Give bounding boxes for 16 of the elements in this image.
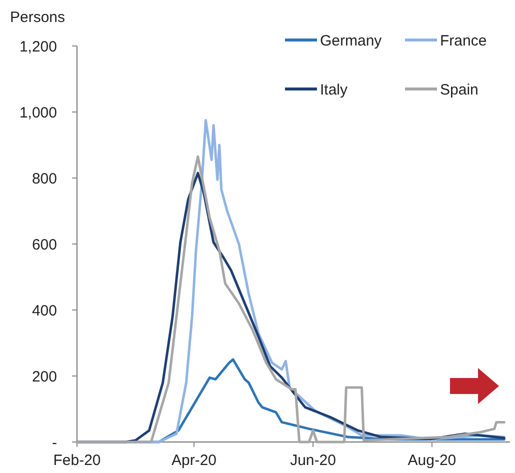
y-tick-label: 200 xyxy=(32,368,57,386)
y-tick-label: 800 xyxy=(32,170,57,188)
x-tick-label: Jun-20 xyxy=(290,452,336,469)
y-tick-label: - xyxy=(52,434,57,452)
x-tick-label: Apr-20 xyxy=(172,452,217,469)
y-tick-label: 1,200 xyxy=(19,38,57,56)
x-tick-label: Feb-20 xyxy=(53,452,101,469)
y-axis-title: Persons xyxy=(10,9,66,26)
y-tick-label: 1,000 xyxy=(19,104,57,122)
legend-label: France xyxy=(440,32,487,50)
x-tick-label: Aug-20 xyxy=(408,452,456,469)
y-tick-label: 400 xyxy=(32,302,57,320)
y-tick-label: 600 xyxy=(32,236,57,254)
legend-label: Spain xyxy=(440,81,478,98)
legend-label: Germany xyxy=(320,32,382,50)
legend-label: Italy xyxy=(320,81,348,98)
